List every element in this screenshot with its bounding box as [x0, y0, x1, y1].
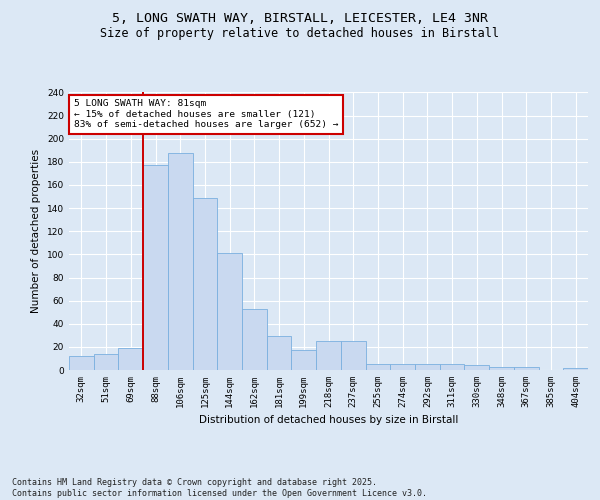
Bar	[563, 368, 588, 370]
Text: Size of property relative to detached houses in Birstall: Size of property relative to detached ho…	[101, 28, 499, 40]
Bar	[415, 364, 440, 370]
Bar	[94, 354, 118, 370]
Bar	[292, 350, 316, 370]
Bar	[267, 336, 292, 370]
Bar	[341, 341, 365, 370]
Bar	[143, 166, 168, 370]
Bar	[489, 366, 514, 370]
Bar	[217, 253, 242, 370]
Bar	[440, 364, 464, 370]
Bar	[193, 198, 217, 370]
X-axis label: Distribution of detached houses by size in Birstall: Distribution of detached houses by size …	[199, 416, 458, 426]
Text: 5 LONG SWATH WAY: 81sqm
← 15% of detached houses are smaller (121)
83% of semi-d: 5 LONG SWATH WAY: 81sqm ← 15% of detache…	[74, 100, 338, 129]
Bar	[316, 341, 341, 370]
Bar	[390, 364, 415, 370]
Bar	[242, 308, 267, 370]
Bar	[514, 366, 539, 370]
Bar	[168, 152, 193, 370]
Bar	[365, 364, 390, 370]
Bar	[69, 356, 94, 370]
Y-axis label: Number of detached properties: Number of detached properties	[31, 149, 41, 314]
Bar	[118, 348, 143, 370]
Text: 5, LONG SWATH WAY, BIRSTALL, LEICESTER, LE4 3NR: 5, LONG SWATH WAY, BIRSTALL, LEICESTER, …	[112, 12, 488, 26]
Bar	[464, 366, 489, 370]
Text: Contains HM Land Registry data © Crown copyright and database right 2025.
Contai: Contains HM Land Registry data © Crown c…	[12, 478, 427, 498]
